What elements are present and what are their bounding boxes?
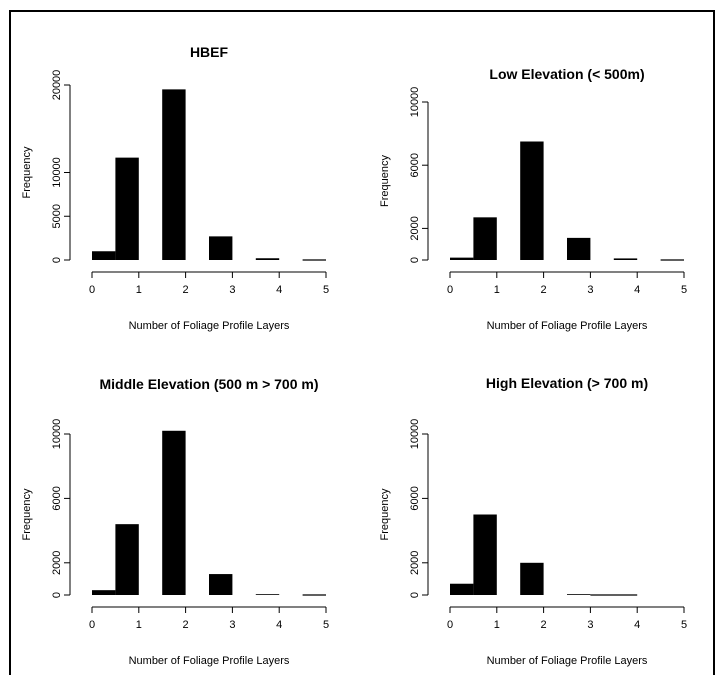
x-tick-label: 1 bbox=[494, 284, 500, 296]
y-tick-label: 2000 bbox=[409, 551, 421, 575]
histogram-panel-1: HBEF 0 1 2 3 4 5 0 5000 10000 20000 Number of Folia… bbox=[21, 44, 329, 332]
histogram-bar bbox=[520, 562, 544, 595]
x-tick-label: 4 bbox=[276, 284, 282, 296]
y-tick-label: 6000 bbox=[51, 486, 63, 510]
histogram-bar bbox=[115, 157, 139, 260]
x-tick-label: 2 bbox=[183, 284, 189, 296]
histogram-bar bbox=[209, 236, 233, 260]
x-tick-label: 5 bbox=[323, 619, 329, 631]
x-tick-label: 4 bbox=[634, 619, 640, 631]
x-tick-label: 2 bbox=[183, 619, 189, 631]
y-tick-label: 0 bbox=[409, 592, 421, 598]
x-tick-label: 0 bbox=[89, 619, 95, 631]
x-tick-label: 1 bbox=[494, 619, 500, 631]
x-tick-label: 3 bbox=[229, 284, 235, 296]
y-tick-label: 10000 bbox=[51, 157, 63, 188]
histogram-bar bbox=[450, 583, 474, 595]
y-tick-label: 6000 bbox=[409, 486, 421, 510]
histogram-bar bbox=[473, 217, 497, 260]
x-tick-label: 4 bbox=[276, 619, 282, 631]
x-tick-label: 0 bbox=[89, 284, 95, 296]
x-tick-label: 5 bbox=[681, 284, 687, 296]
x-axis-label: Number of Foliage Profile Layers bbox=[129, 655, 290, 667]
x-axis-label: Number of Foliage Profile Layers bbox=[129, 320, 290, 332]
y-tick-label: 20000 bbox=[51, 70, 63, 101]
frame-left-border bbox=[9, 10, 11, 675]
y-tick-label: 0 bbox=[51, 592, 63, 598]
histogram-bar bbox=[450, 257, 474, 260]
y-tick-label: 5000 bbox=[51, 204, 63, 228]
histogram-bar bbox=[613, 258, 638, 260]
panel-title: Low Elevation (< 500m) bbox=[489, 66, 644, 82]
x-tick-label: 2 bbox=[541, 284, 547, 296]
y-axis-label: Frequency bbox=[21, 488, 33, 540]
histogram-bar bbox=[115, 524, 139, 595]
x-tick-label: 2 bbox=[541, 619, 547, 631]
histogram-bar bbox=[162, 430, 186, 595]
panel-title: HBEF bbox=[190, 44, 229, 60]
histogram-bar bbox=[92, 590, 116, 595]
y-tick-label: 2000 bbox=[51, 551, 63, 575]
histogram-panel-3: Middle Elevation (500 m > 700 m) 0 1 2 3 4 5 0 2… bbox=[21, 376, 329, 667]
x-tick-label: 1 bbox=[136, 284, 142, 296]
x-tick-label: 3 bbox=[229, 619, 235, 631]
frame-top-border bbox=[9, 10, 715, 12]
histogram-panel-4: High Elevation (> 700 m) 0 1 2 3 4 5 0 2000 6000 1… bbox=[379, 375, 687, 667]
x-tick-label: 0 bbox=[447, 284, 453, 296]
histogram-bar bbox=[567, 594, 591, 595]
y-tick-label: 0 bbox=[409, 257, 421, 263]
y-tick-label: 0 bbox=[51, 257, 63, 263]
y-tick-label: 10000 bbox=[409, 87, 421, 118]
y-tick-label: 10000 bbox=[409, 419, 421, 450]
y-axis-label: Frequency bbox=[379, 488, 391, 540]
panel-title: Middle Elevation (500 m > 700 m) bbox=[99, 376, 318, 392]
x-axis-label: Number of Foliage Profile Layers bbox=[487, 655, 648, 667]
x-axis-label: Number of Foliage Profile Layers bbox=[487, 320, 648, 332]
histogram-bar bbox=[162, 89, 186, 260]
histogram-bar bbox=[520, 141, 544, 260]
y-axis-label: Frequency bbox=[21, 146, 33, 198]
x-tick-label: 4 bbox=[634, 284, 640, 296]
x-tick-label: 5 bbox=[323, 284, 329, 296]
x-tick-label: 1 bbox=[136, 619, 142, 631]
x-tick-label: 3 bbox=[587, 284, 593, 296]
y-tick-label: 6000 bbox=[409, 153, 421, 177]
y-axis-label: Frequency bbox=[379, 155, 391, 207]
histogram-bar bbox=[255, 258, 280, 260]
histogram-bar bbox=[92, 251, 116, 260]
panel-title: High Elevation (> 700 m) bbox=[486, 375, 648, 391]
histogram-bar bbox=[209, 574, 233, 595]
y-tick-label: 10000 bbox=[51, 419, 63, 450]
frame-right-border bbox=[713, 10, 715, 675]
histogram-panel-2: Low Elevation (< 500m) 0 1 2 3 4 5 0 2000 6000 100… bbox=[379, 66, 687, 332]
histogram-bar bbox=[255, 594, 280, 595]
y-tick-label: 2000 bbox=[409, 216, 421, 240]
histogram-bar bbox=[567, 237, 591, 260]
x-tick-label: 0 bbox=[447, 619, 453, 631]
x-tick-label: 3 bbox=[587, 619, 593, 631]
x-tick-label: 5 bbox=[681, 619, 687, 631]
histogram-bar bbox=[473, 514, 497, 595]
